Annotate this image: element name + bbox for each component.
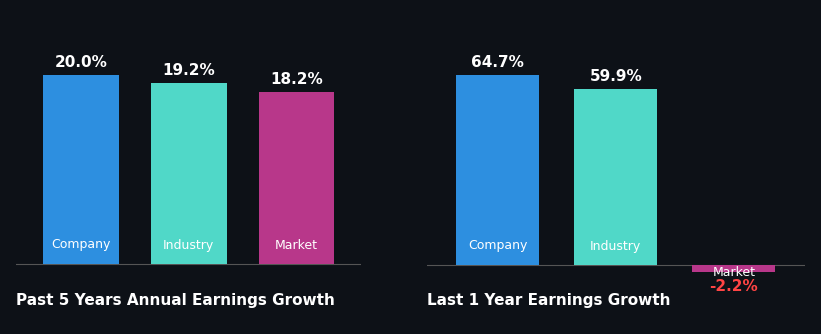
Text: Company: Company: [52, 238, 111, 251]
Bar: [151, 82, 227, 265]
Text: Last 1 Year Earnings Growth: Last 1 Year Earnings Growth: [427, 293, 671, 308]
Text: 18.2%: 18.2%: [270, 72, 323, 87]
Text: 59.9%: 59.9%: [589, 69, 642, 85]
Text: -2.2%: -2.2%: [709, 279, 758, 294]
Text: Company: Company: [468, 239, 527, 252]
Bar: [456, 75, 539, 265]
Bar: [692, 265, 775, 272]
Bar: [259, 92, 334, 265]
Text: Market: Market: [275, 239, 318, 253]
Text: 20.0%: 20.0%: [55, 55, 108, 70]
Text: Industry: Industry: [590, 240, 641, 253]
Text: 64.7%: 64.7%: [471, 55, 524, 70]
Text: 19.2%: 19.2%: [163, 63, 215, 78]
Text: Industry: Industry: [163, 239, 214, 252]
Text: Past 5 Years Annual Earnings Growth: Past 5 Years Annual Earnings Growth: [16, 293, 335, 308]
Bar: [44, 75, 119, 265]
Bar: [575, 89, 657, 265]
Text: Market: Market: [713, 266, 755, 279]
